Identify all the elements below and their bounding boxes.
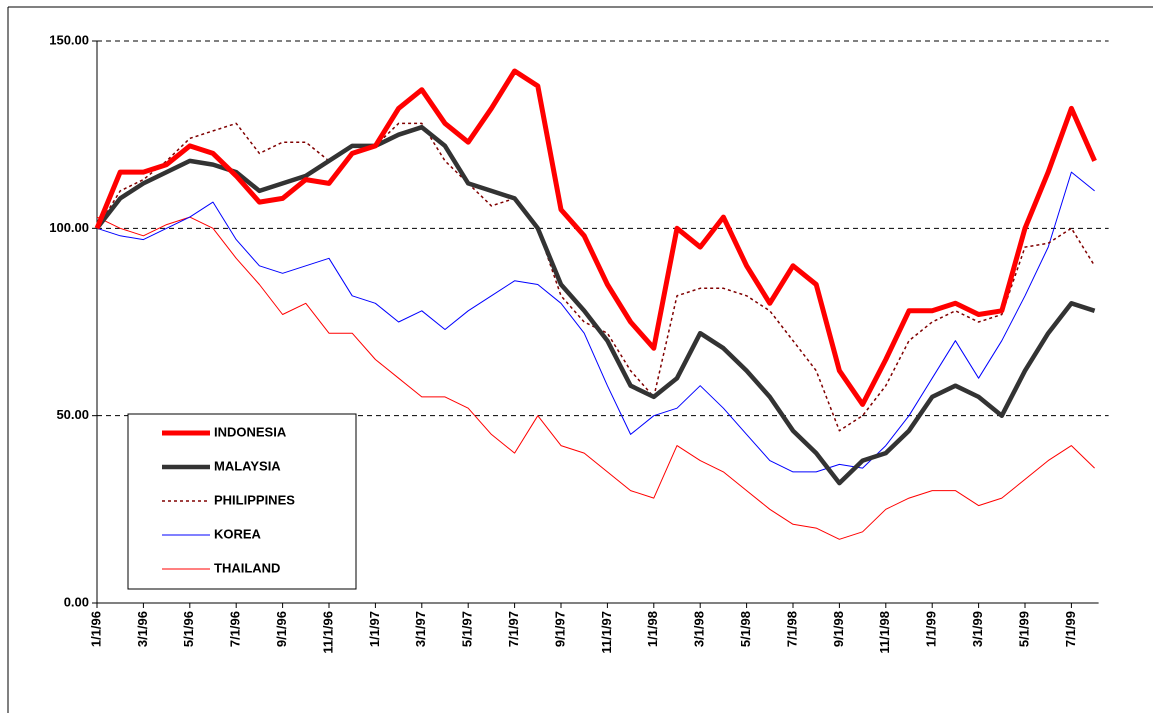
x-tick-label: 5/1/96: [181, 611, 196, 647]
x-tick-label: 1/1/99: [924, 611, 939, 647]
series-line: [95, 124, 1096, 486]
x-tick-label: 7/1/96: [228, 611, 243, 647]
y-tick-label: 150.00: [49, 32, 89, 47]
x-tick-label: 7/1/97: [506, 611, 521, 647]
y-tick-label: 50.00: [56, 407, 89, 422]
legend-label: KOREA: [214, 526, 262, 541]
x-tick-label: 3/1/97: [413, 611, 428, 647]
x-tick-label: 7/1/99: [1063, 611, 1078, 647]
legend-label: THAILAND: [214, 560, 280, 575]
x-tick-label: 1/1/97: [367, 611, 382, 647]
x-tick-label: 11/1/97: [599, 611, 614, 654]
x-tick-label: 5/1/99: [1016, 611, 1031, 647]
legend-box: [127, 413, 357, 590]
series-line: [96, 216, 1095, 540]
legend-label: INDONESIA: [214, 424, 287, 439]
legend-label: PHILIPPINES: [214, 492, 295, 507]
series-line: [94, 68, 1097, 407]
x-tick-label: 11/1/96: [320, 611, 335, 654]
x-tick-label: 5/1/98: [738, 611, 753, 647]
x-tick-label: 7/1/98: [784, 611, 799, 647]
x-tick-label: 3/1/99: [970, 611, 985, 647]
x-tick-label: 1/1/96: [88, 611, 103, 647]
legend-label: MALAYSIA: [214, 458, 281, 473]
x-tick-label: 1/1/98: [645, 611, 660, 647]
x-tick-label: 3/1/98: [692, 611, 707, 647]
y-tick-label: 0.00: [64, 594, 89, 609]
y-tick-label: 100.00: [49, 220, 89, 235]
x-tick-label: 9/1/96: [274, 611, 289, 647]
x-tick-label: 3/1/96: [135, 611, 150, 647]
x-tick-label: 5/1/97: [460, 611, 475, 647]
x-tick-label: 9/1/98: [831, 611, 846, 647]
x-tick-label: 11/1/98: [877, 611, 892, 654]
series-line: [96, 122, 1096, 432]
series-line: [96, 171, 1095, 473]
x-tick-label: 9/1/97: [552, 611, 567, 647]
